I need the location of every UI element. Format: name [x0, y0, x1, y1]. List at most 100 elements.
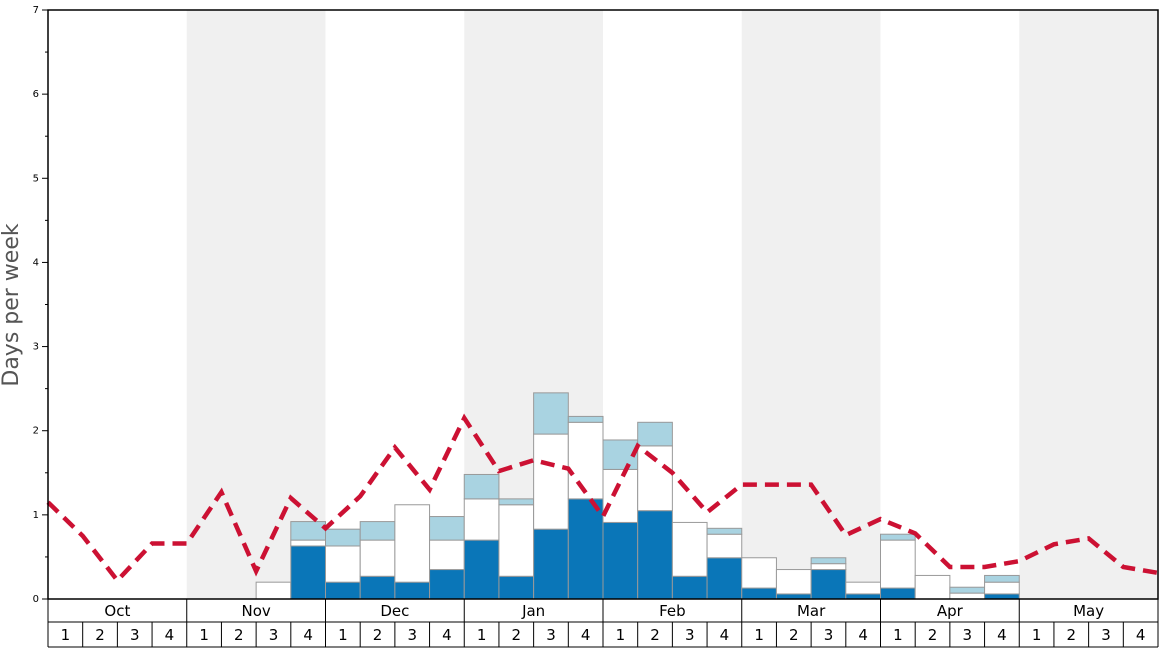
bar-segment [637, 445, 673, 512]
week-label: 3 [1101, 626, 1111, 644]
week-label: 2 [789, 626, 799, 644]
bar-segment [706, 533, 743, 559]
bar-segment [567, 415, 604, 423]
month-label: Mar [797, 602, 826, 620]
bar-segment [637, 421, 673, 447]
month-label: Oct [104, 602, 130, 620]
bar-segment [325, 581, 361, 600]
bar-segment [984, 581, 1020, 595]
bar-segment [498, 498, 535, 506]
bar-segment [880, 539, 916, 589]
month-shade [741, 10, 881, 599]
bar-segment [741, 587, 777, 600]
bar-segment [290, 545, 326, 600]
week-label: 1 [477, 626, 487, 644]
bar-segment [325, 528, 361, 547]
week-label: 1 [754, 626, 764, 644]
month-shade [1019, 10, 1158, 599]
week-label: 4 [581, 626, 591, 644]
week-label: 2 [650, 626, 660, 644]
week-label: 2 [512, 626, 522, 644]
week-label: 3 [546, 626, 556, 644]
month-label: May [1073, 602, 1104, 620]
week-label: 3 [824, 626, 834, 644]
y-axis-label: Days per week [0, 223, 24, 386]
week-label: 2 [928, 626, 938, 644]
bar-segment [949, 586, 986, 594]
bar-segment [741, 557, 777, 589]
week-label: 3 [130, 626, 140, 644]
bar-segment [706, 527, 743, 535]
bar-segment [290, 539, 326, 547]
month-label: Feb [659, 602, 686, 620]
bar-segment [984, 593, 1020, 600]
bar-segment [463, 539, 500, 600]
y-tick-label: 2 [33, 426, 39, 437]
week-label: 2 [234, 626, 244, 644]
bar-segment [845, 581, 881, 595]
week-label: 1 [61, 626, 71, 644]
week-label: 2 [373, 626, 383, 644]
y-tick-label: 1 [33, 510, 39, 521]
bar-segment [602, 521, 639, 600]
month-shade [186, 10, 326, 599]
week-label: 4 [303, 626, 313, 644]
bar-segment [880, 587, 916, 600]
y-tick-label: 6 [33, 89, 39, 100]
week-label: 4 [1136, 626, 1146, 644]
bar-segment [567, 498, 604, 600]
bar-segment [637, 510, 673, 600]
bar-segment [775, 593, 812, 600]
bar-segment [533, 528, 569, 600]
bar-segment [359, 539, 396, 577]
month-label: Jan [521, 602, 545, 620]
bar-segment [463, 498, 500, 541]
bar-segment [498, 575, 535, 600]
week-label: 1 [616, 626, 626, 644]
bar-segment [498, 504, 535, 577]
bar-segment [290, 521, 326, 541]
week-label: 4 [858, 626, 868, 644]
bar-segment [394, 504, 431, 583]
month-label: Apr [937, 602, 964, 620]
month-label: Dec [380, 602, 409, 620]
bar-segment [359, 575, 396, 600]
week-label: 1 [893, 626, 903, 644]
bar-segment [671, 575, 708, 600]
week-label: 4 [997, 626, 1007, 644]
bar-segment [706, 557, 743, 600]
bar-segment [671, 521, 708, 577]
bar-segment [429, 539, 465, 571]
week-label: 1 [1032, 626, 1042, 644]
week-label: 3 [269, 626, 279, 644]
bar-segment [602, 468, 639, 523]
bar-segment [463, 473, 500, 500]
week-label: 4 [442, 626, 452, 644]
y-tick-label: 7 [33, 5, 39, 16]
bar-segment [914, 574, 951, 600]
bar-segment [255, 581, 292, 600]
week-label: 4 [165, 626, 175, 644]
bar-segment [984, 574, 1020, 583]
bar-segment [949, 592, 986, 600]
week-label: 3 [407, 626, 417, 644]
y-tick-label: 5 [33, 173, 39, 184]
week-label: 2 [1067, 626, 1077, 644]
bar-segment [810, 563, 847, 571]
bar-segment [880, 533, 916, 541]
bar-segment [810, 557, 847, 565]
bar-segment [775, 569, 812, 595]
bar-segment [429, 516, 465, 541]
bar-segment [394, 581, 431, 600]
week-label: 2 [95, 626, 105, 644]
week-label: 3 [685, 626, 695, 644]
bar-segment [533, 433, 569, 530]
trend-line [46, 413, 1159, 584]
backgrounds [186, 10, 1158, 599]
month-label: Nov [241, 602, 270, 620]
y-tick-label: 3 [33, 342, 39, 353]
week-label: 3 [962, 626, 972, 644]
week-label: 1 [338, 626, 348, 644]
bar-segment [567, 421, 604, 500]
